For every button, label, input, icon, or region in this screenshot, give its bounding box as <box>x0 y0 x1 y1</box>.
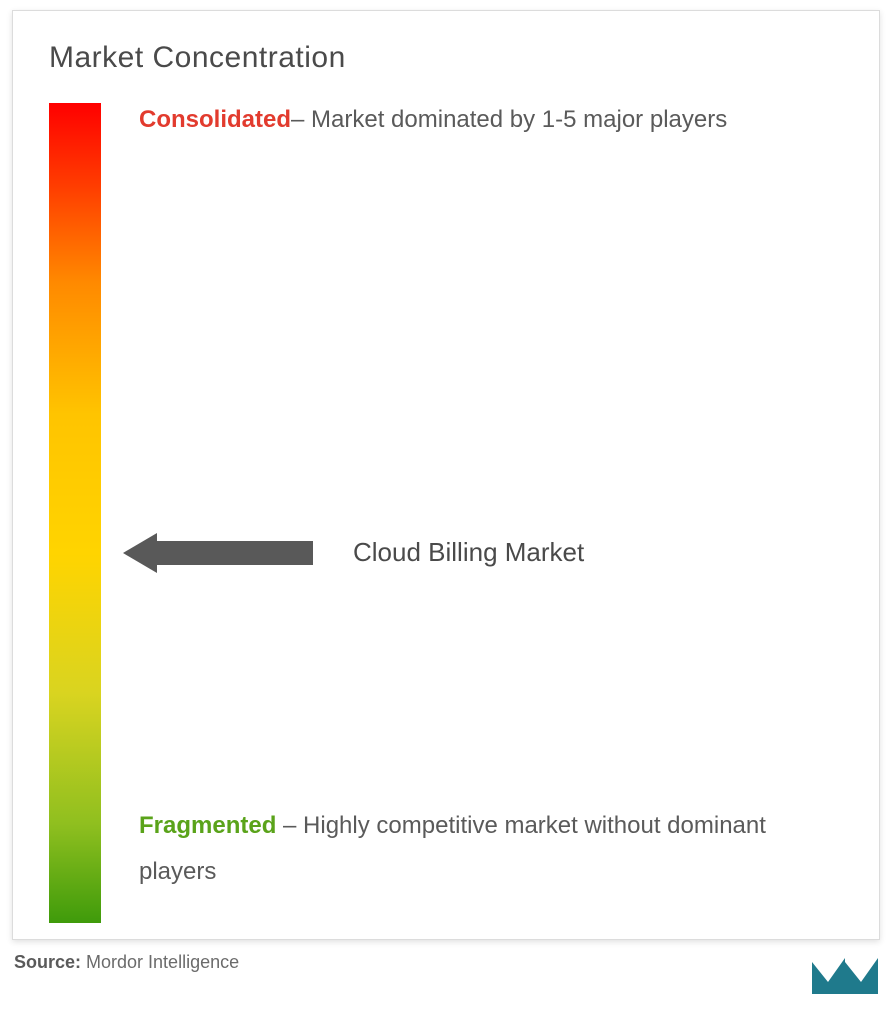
mordor-logo <box>812 948 878 994</box>
pointer-arrow <box>123 538 313 568</box>
logo-path-1 <box>812 958 845 994</box>
logo-svg <box>812 948 878 994</box>
fragmented-label: Fragmented – Highly competitive market w… <box>139 803 833 894</box>
gradient-bar-svg <box>49 103 101 923</box>
chart-content: Consolidated– Market dominated by 1-5 ma… <box>49 103 843 923</box>
source-attribution: Source: Mordor Intelligence <box>14 952 239 973</box>
source-value: Mordor Intelligence <box>81 952 239 972</box>
consolidated-rest: – Market dominated by 1-5 major players <box>291 106 727 133</box>
logo-path-2 <box>845 958 878 994</box>
pointer-label: Cloud Billing Market <box>353 537 584 568</box>
infographic-card: Market Concentration <box>12 10 880 940</box>
consolidated-label: Consolidated– Market dominated by 1-5 ma… <box>139 97 833 143</box>
market-pointer: Cloud Billing Market <box>123 537 584 568</box>
concentration-gradient-bar <box>49 103 101 923</box>
fragmented-term: Fragmented <box>139 812 276 839</box>
arrow-head-icon <box>123 533 157 573</box>
arrow-shaft <box>153 541 313 565</box>
consolidated-term: Consolidated <box>139 106 291 133</box>
source-label: Source: <box>14 952 81 972</box>
chart-title: Market Concentration <box>49 41 843 75</box>
gradient-rect <box>49 103 101 923</box>
